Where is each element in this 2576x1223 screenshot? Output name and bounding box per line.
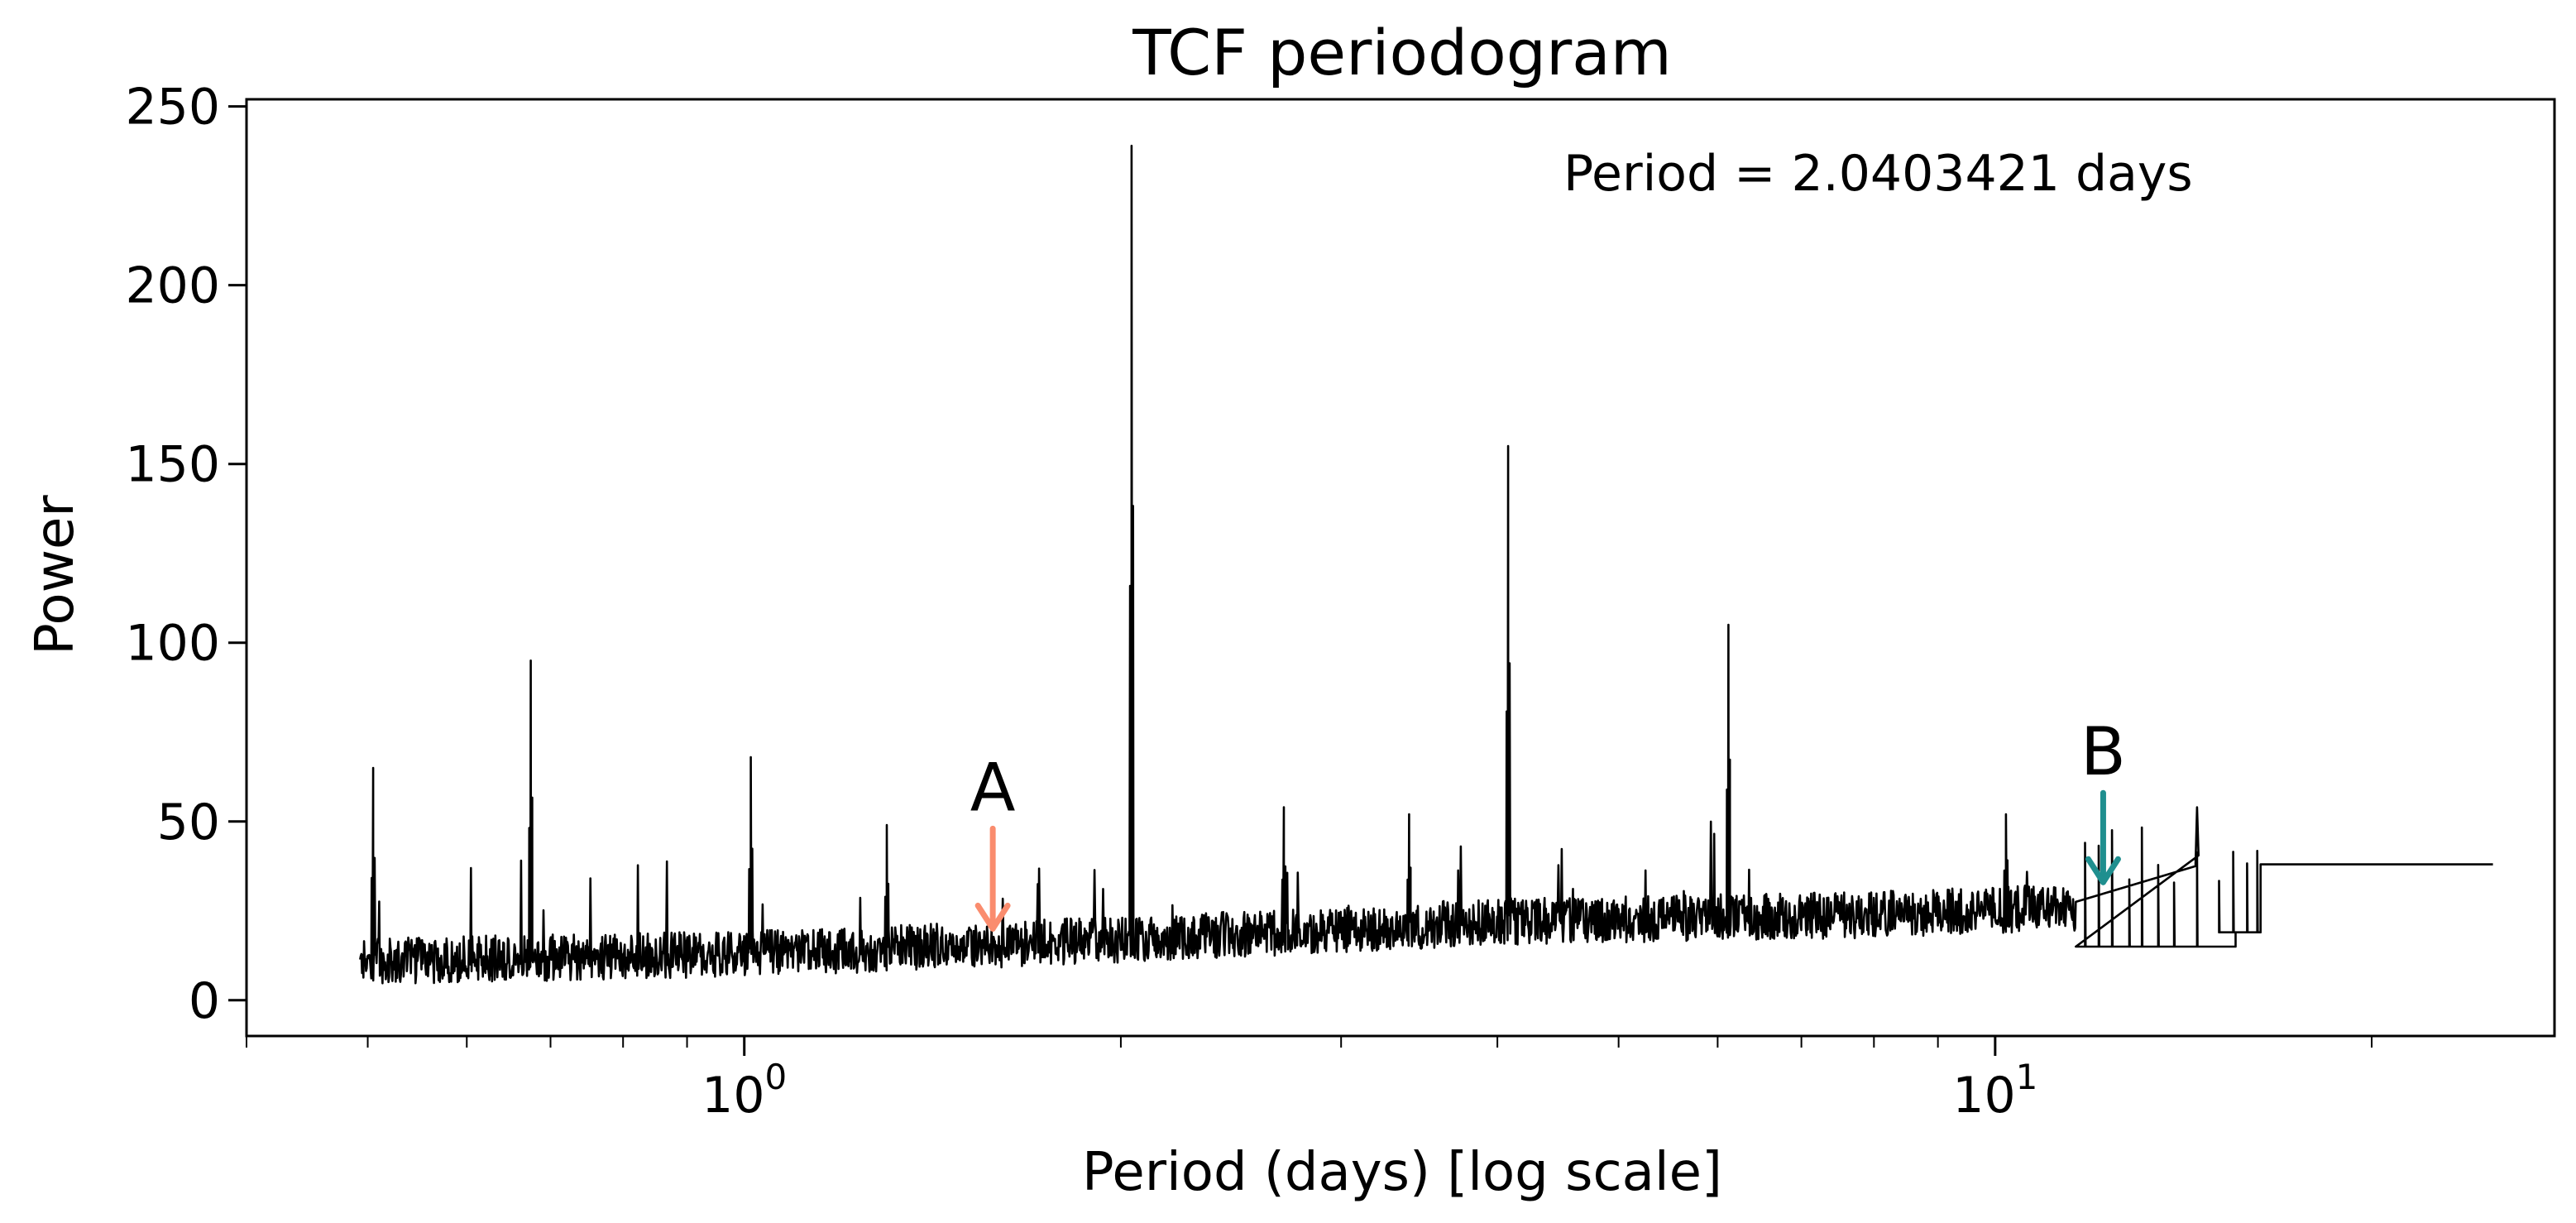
y-tick-label: 0	[189, 972, 220, 1030]
marker-label: A	[970, 749, 1016, 826]
x-axis-label: Period (days) [log scale]	[1082, 1142, 1722, 1203]
marker-a: A	[970, 749, 1016, 932]
y-axis-label: Power	[25, 495, 86, 655]
y-tick-label: 50	[157, 794, 220, 851]
marker-arrow-head	[974, 902, 1011, 932]
marker-arrow-head	[2085, 856, 2121, 885]
plot-frame	[245, 98, 2556, 1038]
x-tick-label: 101	[1952, 1057, 2037, 1125]
chart-title: TCF periodogram	[1132, 16, 1672, 89]
marker-label: B	[2080, 713, 2126, 790]
y-tick-label: 150	[125, 436, 220, 494]
periodogram-line	[359, 144, 2493, 985]
period-annotation: Period = 2.0403421 days	[1563, 145, 2193, 203]
y-tick-label: 200	[125, 257, 220, 315]
y-tick-label: 250	[125, 79, 220, 137]
y-tick-label: 100	[125, 615, 220, 673]
plot-area	[359, 144, 2493, 985]
marker-b: B	[2080, 713, 2126, 885]
y-axis: 0 50 100 150 200 250	[125, 79, 247, 1030]
